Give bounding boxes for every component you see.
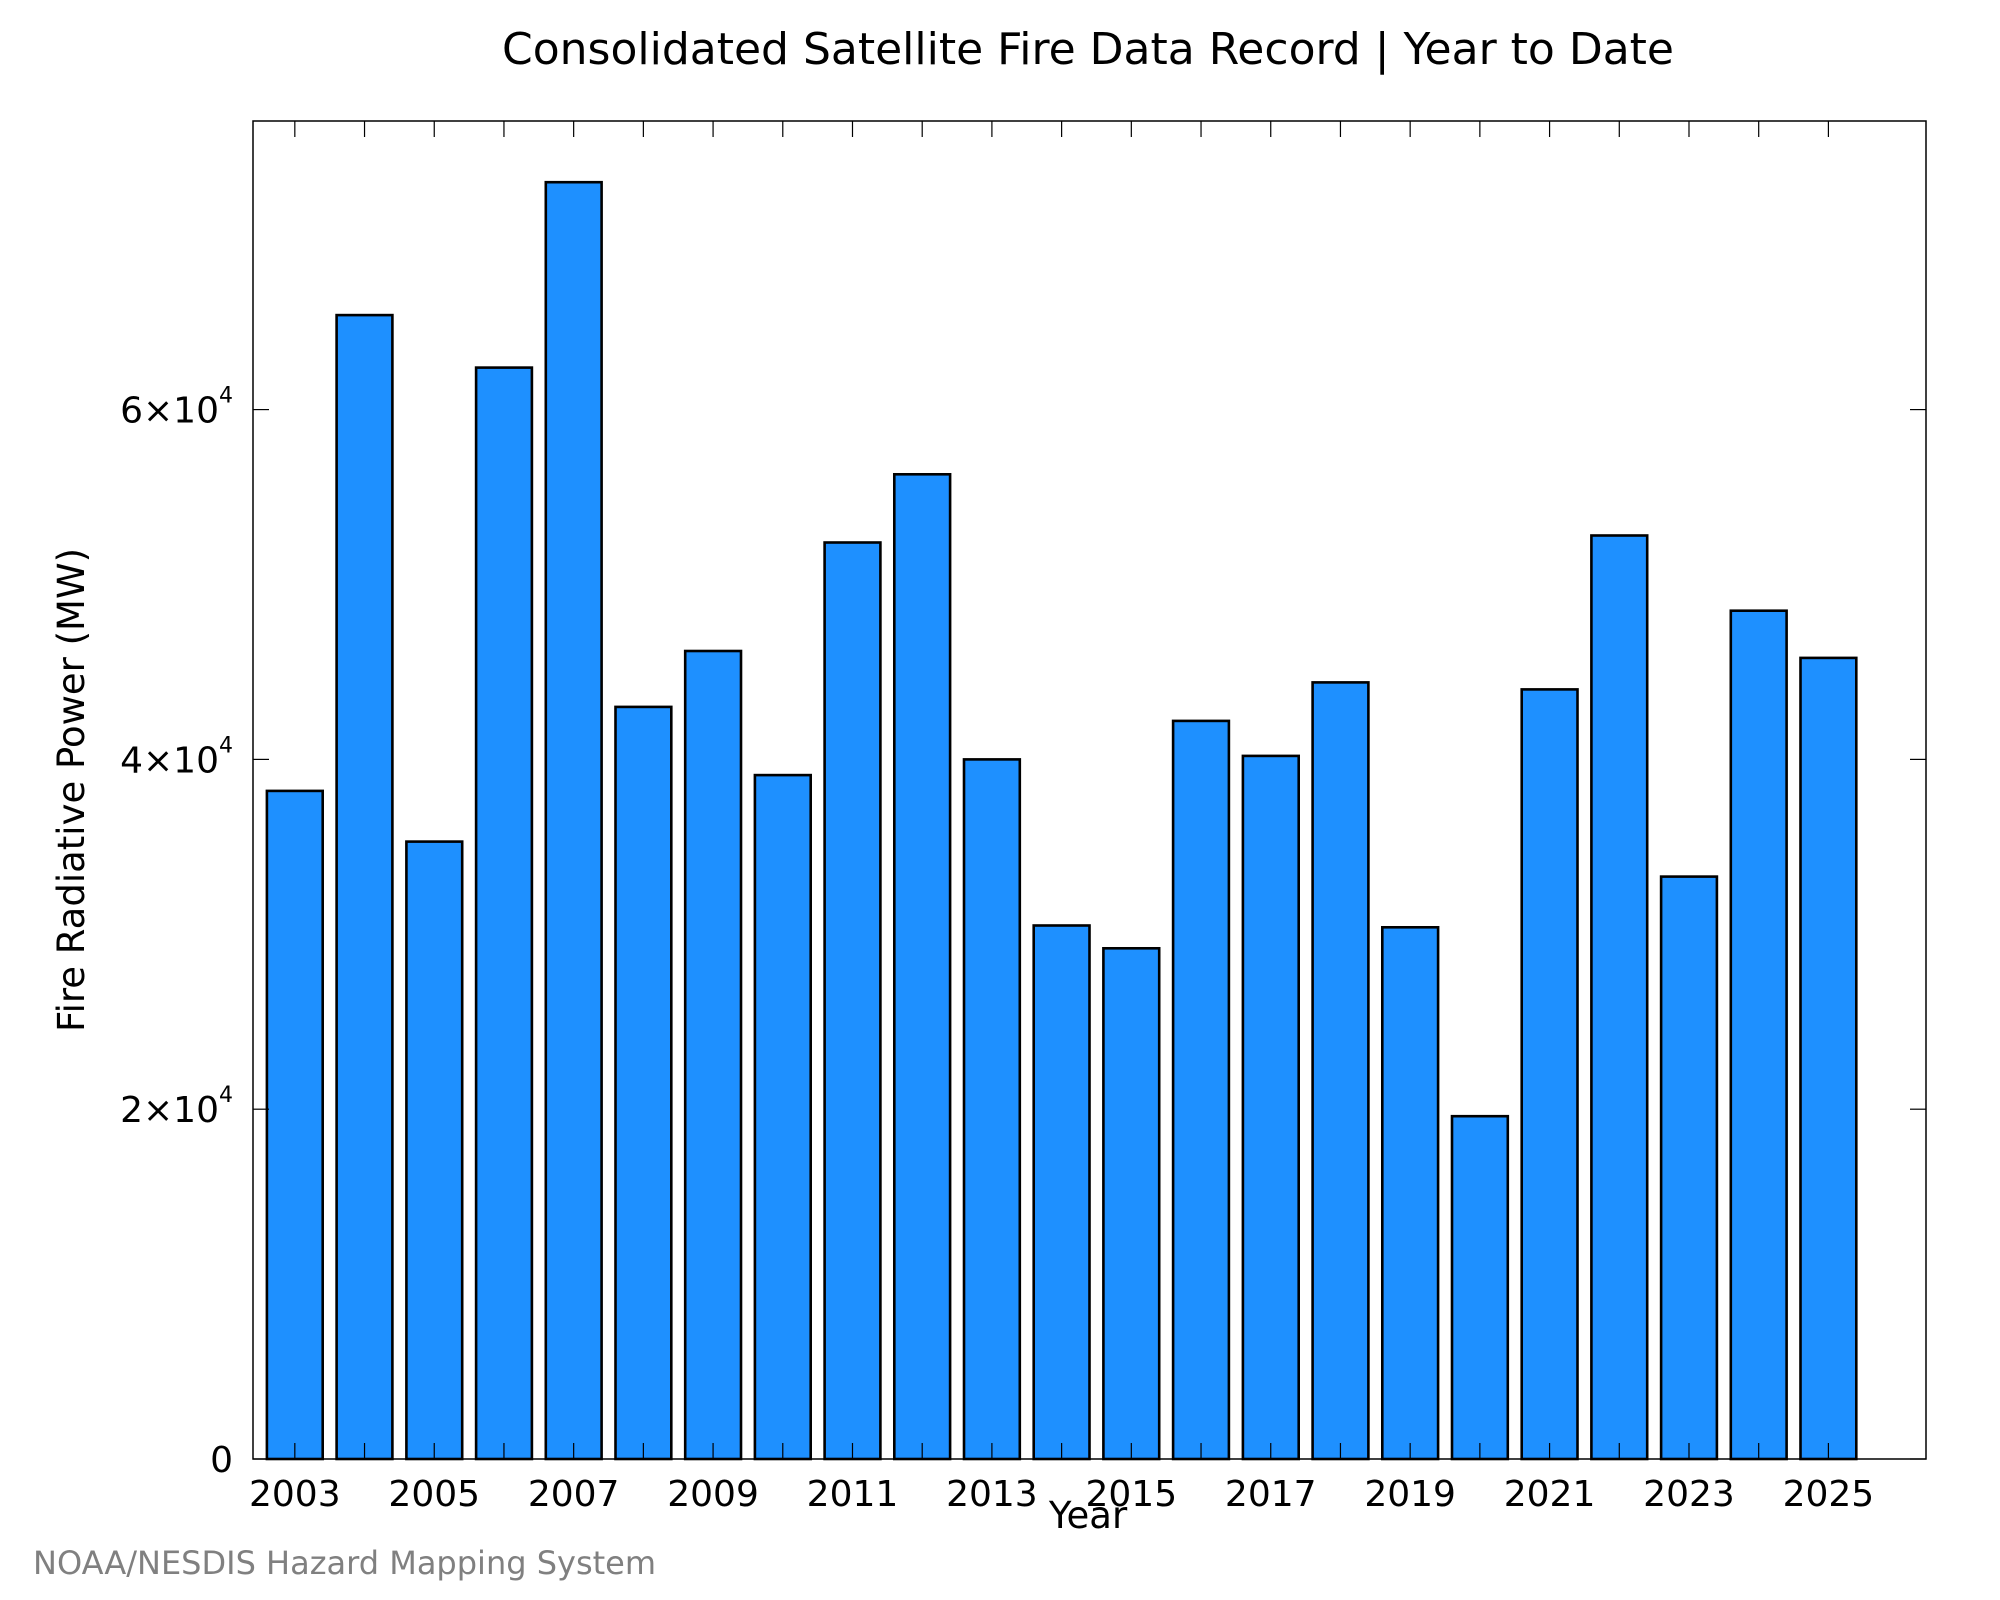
bar-2014 [1032,924,1091,1461]
chart-title: Consolidated Satellite Fire Data Record … [502,24,1674,75]
bar-2020 [1450,1114,1510,1461]
x-tick-label-2007: 2007 [528,1474,620,1515]
x-tick-label-2021: 2021 [1504,1474,1596,1515]
x-tick-label-2005: 2005 [388,1474,480,1515]
x-tick-label-2015: 2015 [1086,1474,1178,1515]
footer-credit: NOAA/NESDIS Hazard Mapping System [33,1544,656,1582]
bar-2004 [335,313,394,1461]
x-tick-label-2025: 2025 [1783,1474,1875,1515]
y-tick-label-40000: 4×104 [120,733,233,781]
x-tick-label-2019: 2019 [1364,1474,1456,1515]
bar-2012 [892,472,952,1461]
x-tick-label-2011: 2011 [807,1474,899,1515]
bar-2007 [544,180,603,1461]
y-axis-ticks: 0 2×104 4×104 6×104 [120,384,1926,1481]
bar-2019 [1381,925,1440,1461]
x-tick-label-2017: 2017 [1225,1474,1317,1515]
x-tick-label-2023: 2023 [1643,1474,1735,1515]
bar-2021 [1520,688,1579,1461]
bar-2003 [265,789,324,1461]
bar-2008 [614,705,673,1461]
y-tick-label-60000: 6×104 [120,384,233,432]
bar-2005 [405,840,464,1461]
bar-2015 [1102,946,1161,1461]
bar-2018 [1311,681,1370,1461]
bar-2022 [1590,534,1649,1461]
bar-2006 [474,366,534,1461]
x-axis-label: Year [1048,1494,1128,1537]
bar-2025 [1799,656,1858,1461]
bar-2017 [1241,754,1301,1461]
bar-2024 [1729,609,1788,1461]
y-tick-label-20000: 2×104 [120,1083,233,1131]
y-axis-label: Fire Radiative Power (MW) [50,548,93,1032]
x-tick-label-2003: 2003 [249,1474,341,1515]
x-axis-ticks: 2003 2005 2007 2009 2011 2013 2015 2017 2019 2021… [249,121,1874,1515]
x-tick-label-2013: 2013 [946,1474,1038,1515]
bar-2010 [753,773,813,1461]
bar-2023 [1659,875,1719,1461]
bar-2011 [823,541,882,1461]
bar-2016 [1171,719,1231,1461]
y-tick-label-0: 0 [210,1440,233,1481]
bars-group [265,180,1858,1461]
plot-frame [252,120,1927,1460]
x-tick-label-2009: 2009 [667,1474,759,1515]
bar-2013 [962,758,1022,1461]
bar-2009 [683,649,743,1461]
